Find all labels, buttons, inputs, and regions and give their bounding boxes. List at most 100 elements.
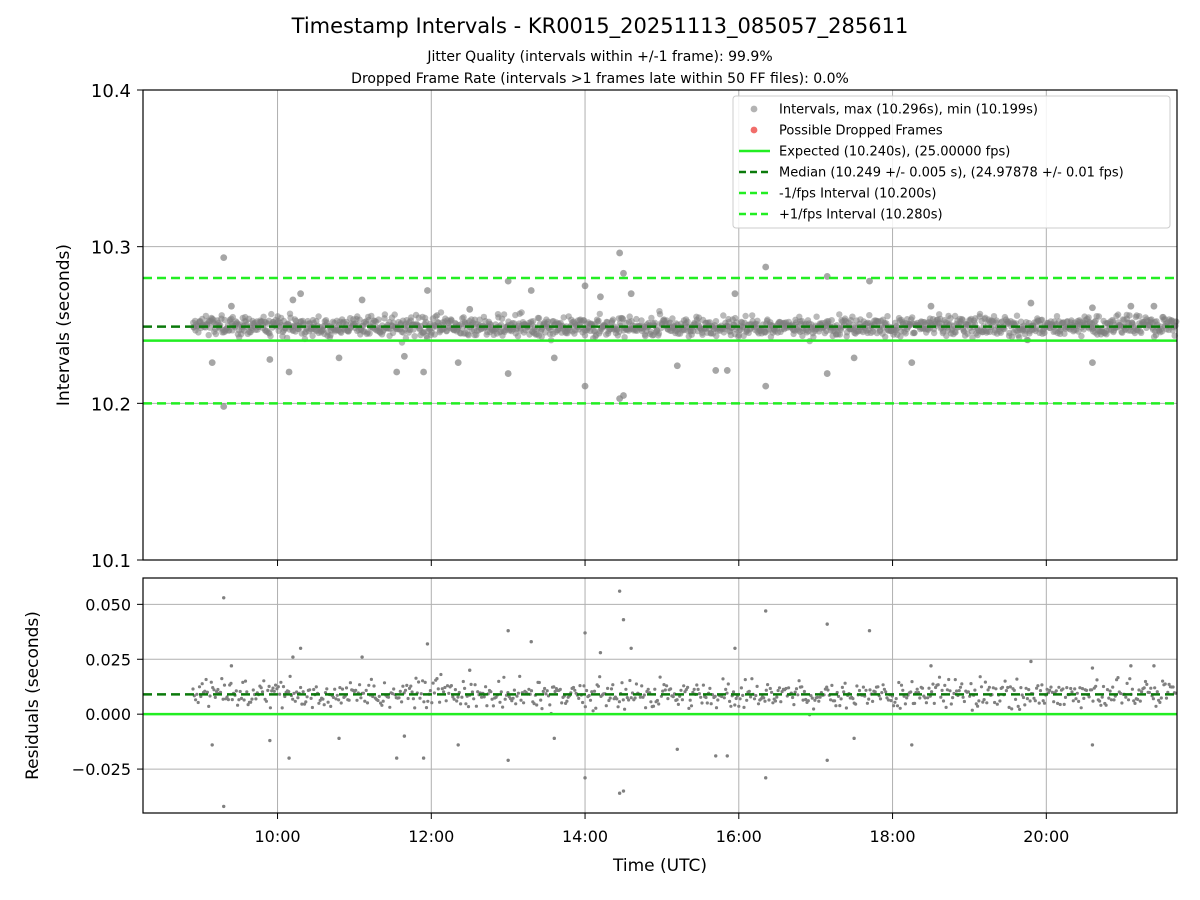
residual-point	[455, 699, 459, 703]
residual-point	[204, 677, 208, 682]
residual-point	[726, 682, 730, 686]
residual-point	[763, 699, 767, 703]
interval-outlier-point	[228, 302, 235, 310]
residual-point	[1132, 699, 1136, 703]
residual-point	[304, 700, 308, 704]
residual-point	[203, 689, 207, 693]
residual-point	[1087, 695, 1091, 699]
residual-point	[444, 699, 448, 703]
residual-point	[755, 684, 759, 689]
residual-point	[743, 678, 747, 682]
residual-point	[587, 693, 591, 698]
residual-point	[436, 687, 440, 691]
residual-point	[207, 704, 211, 709]
interval-point	[882, 333, 889, 340]
residual-point	[1163, 682, 1167, 686]
legend-marker	[750, 105, 758, 113]
residual-point	[892, 704, 896, 708]
residual-point	[338, 686, 342, 690]
interval-outlier-point	[335, 354, 343, 362]
residual-point	[658, 675, 662, 679]
residual-point	[624, 687, 628, 691]
residual-point	[893, 700, 897, 704]
residual-point	[466, 705, 471, 709]
interval-point	[655, 330, 663, 337]
residual-point	[254, 697, 258, 701]
residual-point	[981, 700, 985, 704]
interval-outlier-point	[581, 282, 589, 290]
residual-point	[1023, 703, 1027, 707]
residual-point	[813, 698, 817, 702]
residual-point	[283, 694, 287, 699]
residual-outlier-point	[337, 736, 341, 741]
residual-point	[733, 703, 737, 707]
residual-point	[868, 688, 872, 692]
residual-point	[881, 683, 885, 687]
residual-outlier-point	[222, 596, 226, 600]
residual-point	[1000, 685, 1005, 689]
residual-point	[1027, 688, 1031, 692]
intervals-y-tick-label: 10.3	[91, 238, 131, 259]
residual-point	[281, 685, 286, 689]
residual-point	[445, 684, 450, 688]
interval-outlier-point	[673, 362, 681, 370]
residual-point	[268, 706, 272, 710]
residual-point	[973, 688, 977, 692]
residual-point	[272, 689, 276, 693]
residual-point	[213, 695, 217, 700]
residual-point	[1138, 699, 1142, 703]
residual-point	[259, 686, 263, 690]
residual-point	[1101, 684, 1106, 689]
residual-point	[216, 687, 220, 692]
interval-outlier-point	[762, 263, 770, 271]
interval-point	[969, 334, 976, 341]
legend-label: Intervals, max (10.296s), min (10.199s)	[779, 103, 1038, 118]
residual-point	[440, 687, 444, 691]
residual-point	[1028, 699, 1032, 703]
residual-point	[633, 696, 637, 700]
residual-point	[801, 698, 805, 702]
residual-outlier-point	[825, 758, 829, 762]
interval-point	[1173, 318, 1180, 325]
residual-point	[825, 685, 829, 689]
residual-point	[1084, 688, 1089, 693]
interval-point	[268, 310, 275, 318]
interval-point	[465, 332, 472, 339]
residual-point	[1063, 695, 1068, 700]
residual-point	[809, 694, 813, 698]
interval-point	[458, 325, 466, 332]
residual-point	[957, 689, 961, 693]
residual-point	[1120, 701, 1124, 705]
residual-point	[529, 689, 534, 693]
residual-point	[662, 683, 666, 687]
interval-outlier-point	[1089, 304, 1096, 312]
residual-point	[915, 687, 919, 691]
residual-point	[583, 705, 587, 709]
residual-outlier-point	[725, 754, 729, 758]
residual-outlier-point	[617, 589, 622, 593]
residual-point	[1045, 687, 1049, 691]
residual-point	[976, 704, 980, 708]
residual-point	[784, 686, 788, 691]
residual-point	[794, 687, 799, 691]
residual-outlier-point	[229, 664, 234, 668]
interval-point	[836, 311, 843, 318]
residual-point	[960, 682, 964, 686]
residual-point	[1061, 687, 1065, 691]
residual-point	[815, 695, 820, 699]
interval-outlier-point	[908, 359, 916, 366]
residual-point	[473, 683, 477, 687]
residual-point	[1128, 677, 1132, 681]
residual-point	[628, 678, 632, 683]
residual-point	[405, 683, 409, 688]
residual-point	[994, 687, 998, 691]
residual-point	[419, 692, 423, 696]
residual-point	[688, 698, 692, 702]
residual-point	[1080, 687, 1085, 691]
residual-outlier-point	[1090, 666, 1095, 670]
residual-point	[474, 704, 478, 708]
residual-point	[527, 687, 531, 691]
interval-point	[368, 312, 375, 320]
residual-point	[312, 687, 316, 692]
